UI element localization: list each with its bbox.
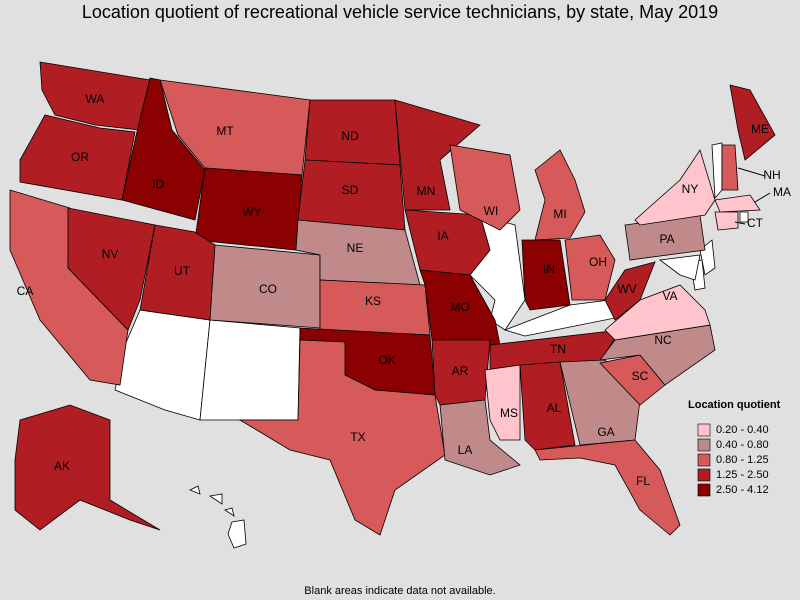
state-label: IN: [543, 262, 555, 276]
callout-line: [734, 221, 746, 225]
legend-swatch: [697, 453, 711, 467]
legend-label: 1.25 - 2.50: [716, 469, 769, 481]
state: [484, 364, 521, 441]
footnote: Blank areas indicate data not available.: [304, 585, 495, 597]
state-label: MA: [773, 185, 791, 199]
state-label: GA: [597, 425, 614, 439]
legend-label: 0.20 - 0.40: [716, 424, 769, 436]
state: [634, 149, 716, 226]
state-label: LA: [458, 443, 473, 457]
state: [121, 77, 206, 221]
state: [439, 399, 521, 476]
legend-label: 0.40 - 0.80: [716, 439, 769, 451]
blank-state: [224, 507, 235, 517]
state-label: WA: [86, 92, 105, 106]
legend-label: 0.80 - 1.25: [716, 454, 769, 466]
state-label: ME: [751, 122, 769, 136]
states: WA OR CA NV ID MT WY UT CO ND SD NE KS OK TX MN IA MO AR LA…: [9, 61, 791, 549]
state: [521, 239, 571, 311]
blank-state: [658, 254, 701, 281]
state: [238, 339, 446, 536]
state-label: CA: [17, 284, 34, 298]
state: [449, 144, 521, 231]
state: [714, 211, 739, 231]
legend-swatch: [697, 438, 711, 452]
blank-state: [739, 211, 749, 223]
legend-swatch: [697, 483, 711, 497]
state-label: ND: [341, 129, 359, 143]
state: [67, 207, 156, 331]
state-label: MN: [417, 184, 436, 198]
blank-state: [208, 493, 223, 505]
state-label: TX: [350, 430, 365, 444]
state: [519, 361, 576, 451]
blank-state: [189, 485, 201, 495]
callout-line: [754, 192, 771, 203]
state-label: AR: [452, 364, 469, 378]
state-label: AK: [54, 459, 70, 473]
state-label: PA: [659, 232, 674, 246]
legend-swatch: [697, 468, 711, 482]
state-label: WV: [617, 282, 636, 296]
state-label: UT: [174, 264, 191, 278]
title: Location quotient of recreational vehicl…: [82, 2, 718, 22]
state-label: MS: [500, 406, 518, 420]
state-label: NY: [682, 182, 699, 196]
state-label: TN: [550, 342, 566, 356]
state-label: AL: [547, 401, 562, 415]
legend: 0.20 - 0.40 0.40 - 0.80 0.80 - 1.25 1.25 - …: [697, 423, 769, 497]
state-label: OK: [378, 353, 395, 367]
blank-state: [227, 519, 247, 549]
blank-state: [199, 319, 301, 421]
state-label: NH: [763, 168, 780, 182]
state: [564, 234, 616, 301]
state-label: MT: [216, 124, 234, 138]
state-label: OH: [589, 255, 607, 269]
state: [534, 149, 586, 241]
callout-line: [737, 167, 766, 177]
state-label: WY: [242, 205, 261, 219]
state: [729, 84, 776, 161]
legend-title: Location quotient: [688, 399, 781, 411]
state-label: MI: [553, 207, 566, 221]
blank-state: [711, 142, 723, 200]
state-label: CT: [747, 216, 764, 230]
state-label: MO: [450, 300, 469, 314]
state-label: NE: [347, 241, 364, 255]
legend-swatch: [697, 423, 711, 437]
state-label: KS: [365, 294, 381, 308]
state-label: WI: [484, 204, 499, 218]
state-label: NC: [654, 333, 672, 347]
state-label: SD: [342, 183, 359, 197]
state: [604, 261, 656, 321]
state: [534, 439, 681, 536]
state-label: OR: [71, 150, 89, 164]
state-label: FL: [636, 474, 650, 488]
state: [14, 404, 161, 531]
state: [394, 99, 481, 211]
state-label: NV: [102, 247, 119, 261]
state-label: IA: [437, 229, 448, 243]
state-label: SC: [632, 369, 649, 383]
state-label: CO: [259, 282, 277, 296]
state-label: VA: [662, 289, 677, 303]
state: [714, 194, 761, 213]
state-label: ID: [152, 177, 164, 191]
state: [721, 144, 739, 191]
legend-label: 2.50 - 4.12: [716, 484, 769, 496]
state: [19, 114, 136, 201]
